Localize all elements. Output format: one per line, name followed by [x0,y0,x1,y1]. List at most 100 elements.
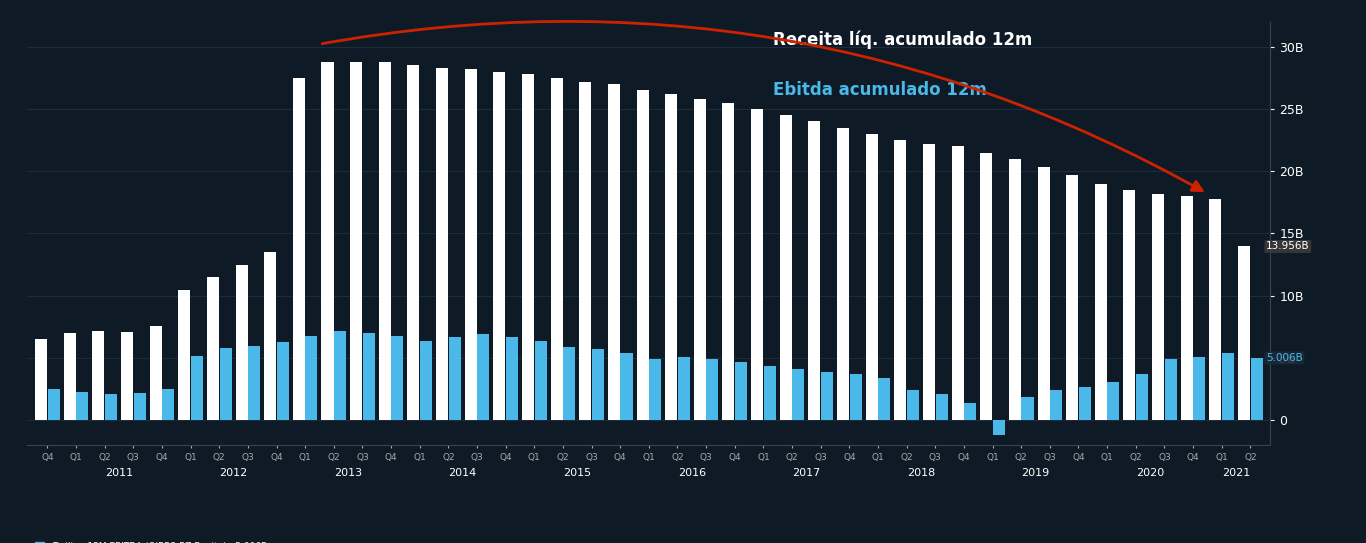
Bar [1194,357,1205,420]
Bar [850,374,862,420]
Bar [936,394,948,420]
Bar [522,74,534,420]
Bar [321,61,333,420]
Bar [1238,247,1250,420]
Bar [620,353,632,420]
Bar [264,252,276,420]
Bar [335,331,346,420]
Bar [534,340,546,420]
Bar [419,340,432,420]
Bar [363,333,374,420]
Bar [678,357,690,420]
Bar [277,342,288,420]
Bar [751,109,764,420]
Bar [220,348,232,420]
Bar [249,345,260,420]
Bar [134,393,146,420]
Bar [723,103,735,420]
Bar [866,134,878,420]
Bar [649,359,661,420]
Bar [1137,374,1147,420]
Bar [591,349,604,420]
Bar [1180,196,1193,420]
Bar [191,356,204,420]
Text: 2012: 2012 [220,468,247,478]
Bar [1251,358,1262,420]
Bar [792,369,805,420]
Text: Receita líq. acumulado 12m: Receita líq. acumulado 12m [773,30,1033,49]
Bar [1094,184,1106,420]
Bar [1050,390,1063,420]
Bar [1108,382,1119,420]
Text: 2019: 2019 [1022,468,1049,478]
Bar [36,339,46,420]
Bar [821,372,833,420]
Bar [608,84,620,420]
Text: 2018: 2018 [907,468,936,478]
Bar [206,277,219,420]
Text: 2017: 2017 [792,468,821,478]
Text: 2013: 2013 [335,468,362,478]
Bar [392,336,403,420]
Bar [292,78,305,420]
Bar [694,99,706,420]
Bar [493,72,505,420]
Bar [48,389,60,420]
Bar [563,347,575,420]
Bar [93,331,104,420]
Bar [505,337,518,420]
Bar [1022,397,1034,420]
Text: 2020: 2020 [1137,468,1164,478]
Bar [179,289,190,420]
Text: 2015: 2015 [563,468,591,478]
Bar [923,144,934,420]
Bar [780,115,792,420]
Text: 2021: 2021 [1221,468,1250,478]
Text: Ebitda acumulado 12m: Ebitda acumulado 12m [773,81,988,99]
Bar [64,333,75,420]
Bar [122,332,133,420]
Bar [378,61,391,420]
Bar [448,337,460,420]
Bar [306,336,317,420]
Bar [637,90,649,420]
Bar [350,61,362,420]
Bar [163,389,175,420]
Text: 2016: 2016 [678,468,706,478]
Bar [1152,194,1164,420]
Bar [1079,387,1091,420]
Bar [809,122,821,420]
Bar [837,128,850,420]
Text: 2011: 2011 [105,468,133,478]
Bar [550,78,563,420]
Bar [235,264,247,420]
Bar [952,146,963,420]
Bar [579,81,591,420]
Bar [665,94,678,420]
Bar [764,365,776,420]
Bar [150,326,161,420]
Bar [735,362,747,420]
Bar [878,378,891,420]
Bar [1067,175,1078,420]
Bar [993,420,1005,435]
Bar [1123,190,1135,420]
Bar [407,65,419,420]
Text: 2014: 2014 [448,468,477,478]
Bar [1038,167,1049,420]
Bar [477,334,489,420]
Bar [1009,159,1020,420]
Text: 5.006B: 5.006B [1266,353,1303,363]
Bar [436,68,448,420]
Bar [1223,353,1233,420]
Text: 13.956B: 13.956B [1266,242,1310,251]
Bar [706,359,719,420]
Bar [907,390,919,420]
Bar [1209,199,1221,420]
Bar [105,394,117,420]
Bar [981,153,992,420]
Bar [76,392,89,420]
Bar [1165,359,1176,420]
Bar [964,403,977,420]
Bar [464,69,477,420]
